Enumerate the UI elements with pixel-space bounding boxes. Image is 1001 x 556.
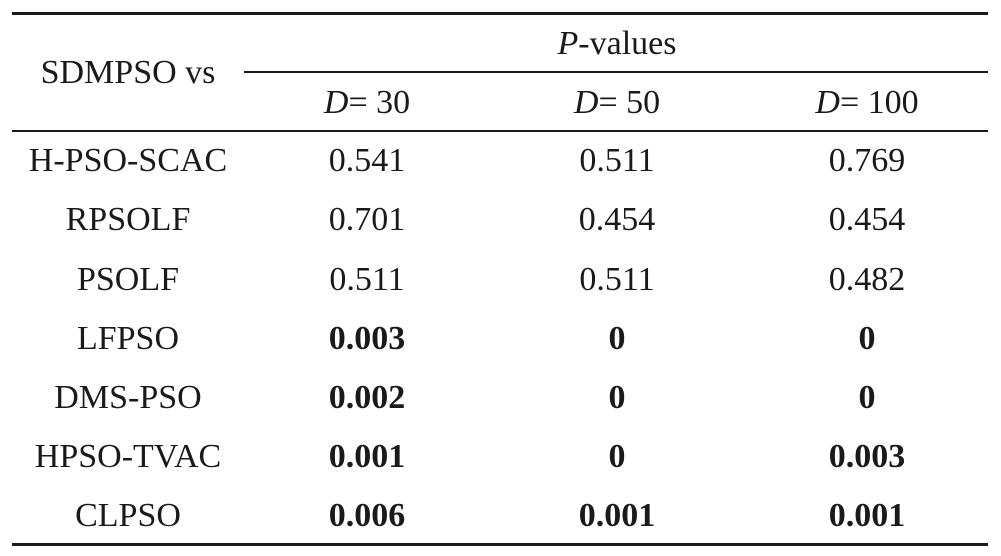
row-header-label: SDMPSO vs [40,54,216,91]
header-bottom-rule [12,130,988,132]
row-label: LFPSO [76,320,180,357]
row-label: HPSO-TVAC [34,438,222,475]
p-value-cell: 0 [608,438,626,475]
p-value-cell: 0.701 [328,201,406,238]
column-header-value: = 100 [839,84,919,121]
row-label: PSOLF [76,261,180,298]
p-value-cell: 0.001 [578,497,656,534]
p-value-cell: 0.511 [579,142,655,179]
p-values-suffix: -values [578,25,677,62]
p-value-cell: 0.769 [828,142,906,179]
p-value-cell: 0.002 [328,379,406,416]
dimension-symbol: D [573,84,599,121]
row-label: CLPSO [75,497,181,534]
column-header-d100: D= 100 [815,86,918,120]
p-symbol: P [557,25,579,62]
p-value-cell: 0 [858,320,876,357]
row-label: DMS-PSO [54,379,202,416]
p-value-cell: 0.511 [329,261,405,298]
row-label: RPSOLF [65,201,191,238]
p-value-cell: 0.511 [579,261,655,298]
p-value-cell: 0.003 [828,438,906,475]
column-header-value: = 30 [348,84,411,121]
table-bottom-rule [12,543,988,546]
p-value-cell: 0.001 [328,438,406,475]
dimension-symbol: D [323,84,349,121]
p-value-cell: 0 [608,379,626,416]
table-top-rule [12,12,988,15]
column-header-d30: D= 30 [324,86,410,120]
p-value-cell: 0.482 [828,261,906,298]
p-value-cell: 0.454 [578,201,656,238]
group-header-p-values: P-values [558,27,677,61]
p-value-cell: 0.006 [328,497,406,534]
group-header-rule [244,71,988,73]
column-header-value: = 50 [598,84,661,121]
p-value-cell: 0 [858,379,876,416]
p-value-cell: 0.541 [328,142,406,179]
p-value-cell: 0.001 [828,497,906,534]
column-header-d50: D= 50 [574,86,660,120]
p-value-cell: 0.454 [828,201,906,238]
p-value-cell: 0 [608,320,626,357]
row-label: H-PSO-SCAC [28,142,228,179]
p-value-cell: 0.003 [328,320,406,357]
dimension-symbol: D [815,84,840,121]
